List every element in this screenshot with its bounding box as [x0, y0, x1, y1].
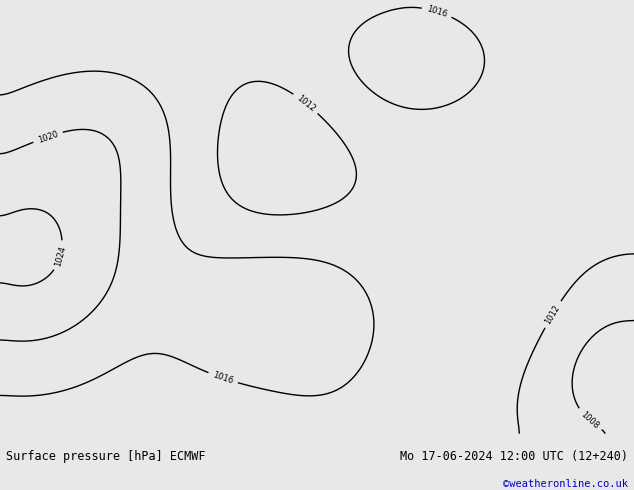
- Text: 1016: 1016: [425, 4, 448, 19]
- Text: 1016: 1016: [212, 370, 235, 386]
- Text: Surface pressure [hPa] ECMWF: Surface pressure [hPa] ECMWF: [6, 450, 206, 463]
- Text: 1024: 1024: [53, 245, 68, 267]
- Text: ©weatheronline.co.uk: ©weatheronline.co.uk: [503, 479, 628, 490]
- Text: Mo 17-06-2024 12:00 UTC (12+240): Mo 17-06-2024 12:00 UTC (12+240): [399, 450, 628, 463]
- Text: 1012: 1012: [295, 93, 317, 113]
- Text: 1008: 1008: [579, 410, 600, 430]
- Text: 1020: 1020: [37, 129, 60, 145]
- Text: 1012: 1012: [543, 303, 562, 326]
